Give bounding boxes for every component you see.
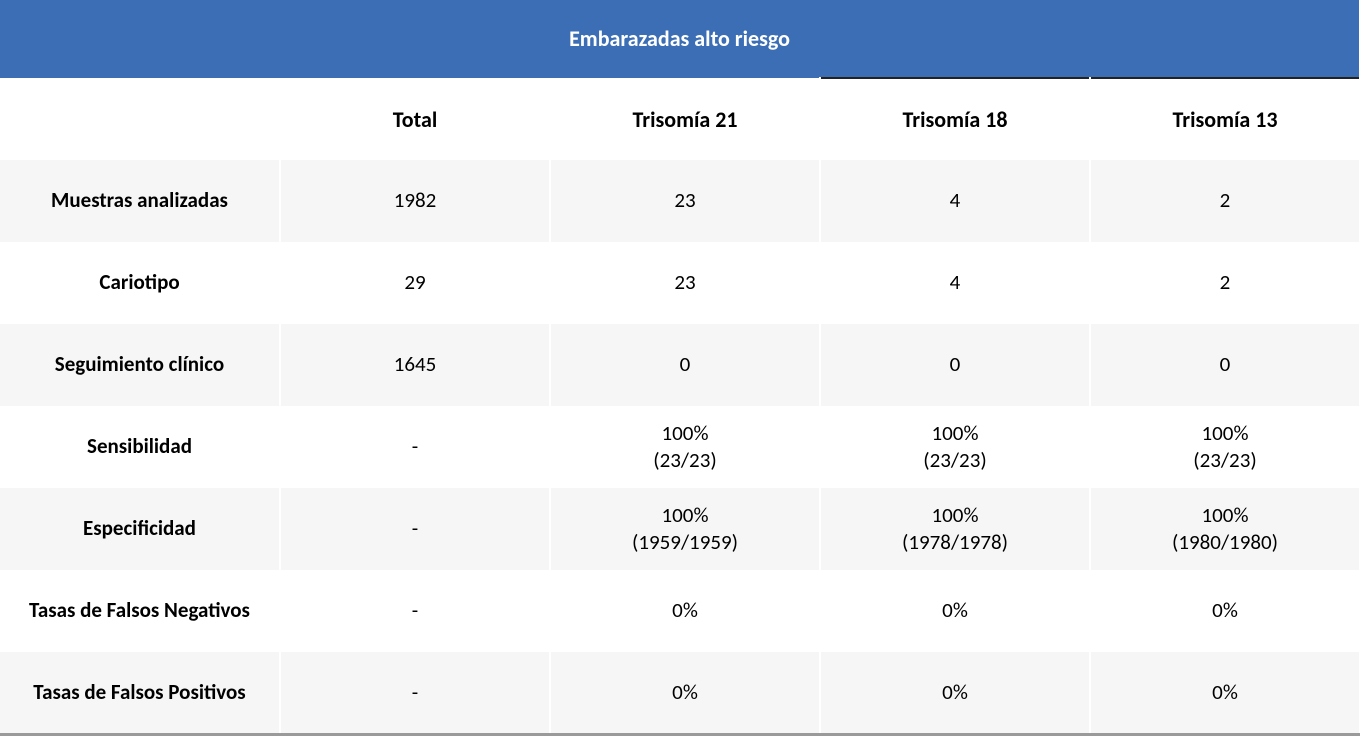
row-label: Especificidad: [0, 488, 280, 570]
table-row: Tasas de Falsos Positivos - 0% 0% 0%: [0, 652, 1360, 734]
table-row: Cariotipo 29 23 4 2: [0, 242, 1360, 324]
header-blank: [0, 78, 280, 160]
cell: 0%: [1090, 570, 1360, 652]
row-label: Seguimiento clínico: [0, 324, 280, 406]
cell: 0%: [820, 570, 1090, 652]
high-risk-pregnancy-table: Embarazadas alto riesgo Total Trisomía 2…: [0, 0, 1360, 736]
cell: 100% (23/23): [1090, 406, 1360, 488]
cell: -: [280, 488, 550, 570]
cell: 100% (23/23): [820, 406, 1090, 488]
row-label: Tasas de Falsos Positivos: [0, 652, 280, 734]
row-label: Cariotipo: [0, 242, 280, 324]
cell: 23: [550, 160, 820, 242]
cell: 0%: [550, 652, 820, 734]
cell: 29: [280, 242, 550, 324]
cell: 100% (1980/1980): [1090, 488, 1360, 570]
table-row: Tasas de Falsos Negativos - 0% 0% 0%: [0, 570, 1360, 652]
cell: -: [280, 652, 550, 734]
header-total: Total: [280, 78, 550, 160]
cell: 0: [1090, 324, 1360, 406]
cell: 0%: [820, 652, 1090, 734]
cell: 100% (1959/1959): [550, 488, 820, 570]
row-label: Sensibilidad: [0, 406, 280, 488]
table-row: Especificidad - 100% (1959/1959) 100% (1…: [0, 488, 1360, 570]
row-label: Tasas de Falsos Negativos: [0, 570, 280, 652]
cell: 0%: [550, 570, 820, 652]
table-title: Embarazadas alto riesgo: [0, 0, 1360, 78]
table-row: Sensibilidad - 100% (23/23) 100% (23/23)…: [0, 406, 1360, 488]
cell: -: [280, 570, 550, 652]
cell: 100% (23/23): [550, 406, 820, 488]
row-label: Muestras analizadas: [0, 160, 280, 242]
header-trisomy13: Trisomía 13: [1090, 78, 1360, 160]
cell: 0: [550, 324, 820, 406]
table-header-row: Total Trisomía 21 Trisomía 18 Trisomía 1…: [0, 78, 1360, 160]
cell: 0%: [1090, 652, 1360, 734]
cell: 0: [820, 324, 1090, 406]
cell: 2: [1090, 160, 1360, 242]
header-trisomy21: Trisomía 21: [550, 78, 820, 160]
table-title-row: Embarazadas alto riesgo: [0, 0, 1360, 78]
cell: 2: [1090, 242, 1360, 324]
cell: 1982: [280, 160, 550, 242]
cell: 100% (1978/1978): [820, 488, 1090, 570]
header-trisomy18: Trisomía 18: [820, 78, 1090, 160]
table-row: Seguimiento clínico 1645 0 0 0: [0, 324, 1360, 406]
cell: 4: [820, 160, 1090, 242]
cell: 4: [820, 242, 1090, 324]
cell: 23: [550, 242, 820, 324]
cell: -: [280, 406, 550, 488]
cell: 1645: [280, 324, 550, 406]
table-row: Muestras analizadas 1982 23 4 2: [0, 160, 1360, 242]
